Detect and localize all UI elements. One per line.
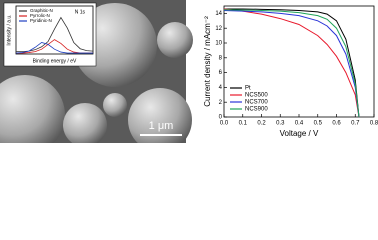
series-line — [223, 9, 360, 118]
y-axis-label: Intensity / a.u. — [6, 14, 12, 45]
scale-bar: 1 μm — [149, 120, 174, 132]
series-line — [224, 8, 360, 118]
legend-label: Pt — [245, 86, 251, 92]
y-axis-label: Current density / mAcm⁻² — [203, 16, 212, 107]
xps-inset: Binding energy / eV Intensity / a.u. N 1s G… — [6, 5, 94, 64]
jv-chart: 0.0 0.1 0.2 0.3 0.4 0.5 0.6 0.7 0.8 0 2 4 6 8 10 12 14 Vo… — [203, 5, 378, 138]
x-axis-label: Binding energy / eV — [33, 58, 77, 64]
legend-label: NCS700 — [245, 100, 268, 106]
plot-frame — [15, 5, 94, 55]
x-tick-label: 0.7 — [351, 121, 360, 127]
series-line — [223, 8, 360, 118]
legend-label: NCS900 — [245, 107, 268, 113]
x-tick-label: 0.4 — [295, 121, 304, 127]
y-tick-label: 6 — [219, 70, 223, 76]
x-tick-label: 0.6 — [332, 121, 341, 127]
x-tick-label: 0.1 — [239, 121, 248, 127]
y-tick-label: 8 — [219, 55, 223, 61]
x-tick-label: 0.3 — [276, 121, 285, 127]
x-tick-label: 0.8 — [370, 121, 378, 127]
x-axis-label: Voltage / V — [280, 129, 319, 138]
x-tick-label: 0.5 — [314, 121, 323, 127]
y-tick-label: 2 — [219, 100, 223, 106]
y-tick-label: 10 — [215, 41, 222, 47]
y-tick-label: 14 — [215, 11, 222, 17]
legend-label: Pyridinic-N — [30, 18, 52, 23]
y-tick-label: 4 — [219, 85, 223, 91]
annotation: N 1s — [75, 9, 86, 15]
y-tick-label: 0 — [219, 115, 223, 121]
y-tick-label: 12 — [215, 26, 222, 32]
series-line — [15, 42, 93, 54]
figure: 1 μm 0.0 0.1 0.2 0.3 0.4 0.5 0.6 0.7 0.8 0 2 4 6 8 10 1… — [0, 0, 378, 143]
sem-image: 1 μm — [0, 0, 193, 143]
series-line — [223, 9, 360, 118]
x-tick-label: 0.2 — [257, 121, 266, 127]
legend-label: Pyrrolic-N — [30, 13, 50, 18]
x-tick-label: 0.0 — [220, 121, 229, 127]
legend-label: Graphitic-N — [30, 8, 53, 13]
legend-label: NCS500 — [245, 93, 268, 99]
